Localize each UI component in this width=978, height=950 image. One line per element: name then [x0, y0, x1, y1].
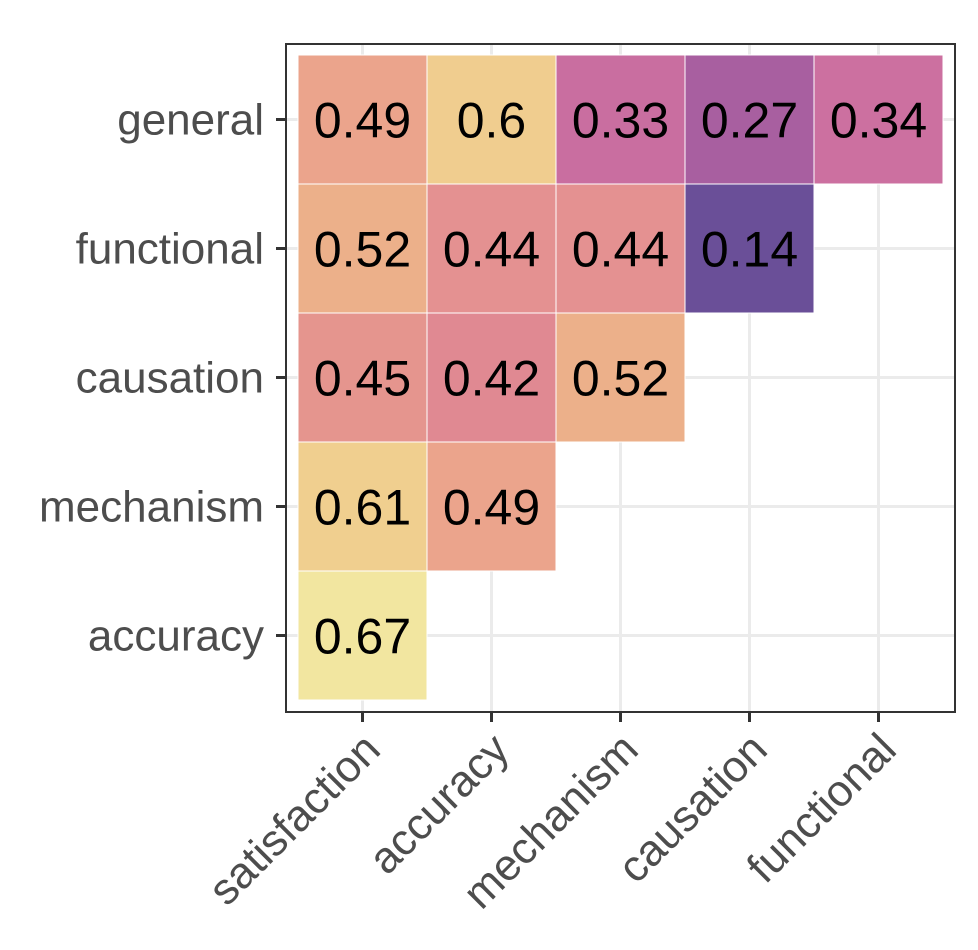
heatmap-cell: 0.44: [426, 183, 557, 314]
cell-satisfaction-functional: [297, 183, 428, 314]
heatmap-cell: 0.44: [555, 183, 686, 314]
cell-value-label: 0.49: [443, 480, 540, 536]
y-tick-label-general: general: [117, 96, 264, 145]
x-tick-label-satisfaction: satisfaction: [199, 724, 389, 914]
cell-accuracy-causation: [426, 312, 557, 443]
cell-accuracy-functional: [426, 183, 557, 314]
cell-value-label: 0.6: [457, 93, 527, 149]
heatmap-cell: 0.45: [297, 312, 428, 443]
heatmap-cell: 0.34: [813, 54, 944, 185]
x-axis: satisfactionaccuracymechanismcausationfu…: [199, 712, 906, 918]
cell-value-label: 0.49: [314, 93, 411, 149]
y-tick-label-functional: functional: [76, 225, 264, 274]
heatmap-cell: 0.14: [684, 183, 815, 314]
heatmap-cell: 0.49: [297, 54, 428, 185]
cell-value-label: 0.34: [830, 93, 927, 149]
cell-satisfaction-general: [297, 54, 428, 185]
cell-satisfaction-mechanism: [297, 441, 428, 572]
heatmap-cell: 0.61: [297, 441, 428, 572]
cell-value-label: 0.45: [314, 351, 411, 407]
cell-value-label: 0.61: [314, 480, 411, 536]
cell-value-label: 0.44: [443, 222, 540, 278]
heatmap-cell: 0.49: [426, 441, 557, 572]
heatmap-cell: 0.27: [684, 54, 815, 185]
y-tick-label-causation: causation: [76, 354, 264, 403]
cell-value-label: 0.52: [314, 222, 411, 278]
y-tick-label-mechanism: mechanism: [39, 483, 264, 532]
cell-causation-functional: [684, 183, 815, 314]
heatmap-cell: 0.67: [297, 570, 428, 701]
cell-value-label: 0.27: [701, 93, 798, 149]
cell-value-label: 0.42: [443, 351, 540, 407]
cell-functional-general: [813, 54, 944, 185]
cell-value-label: 0.44: [572, 222, 669, 278]
cell-mechanism-functional: [555, 183, 686, 314]
cell-accuracy-mechanism: [426, 441, 557, 572]
cell-causation-general: [684, 54, 815, 185]
heatmap-cell: 0.42: [426, 312, 557, 443]
y-axis: accuracy mechanism causation functional gene…: [39, 96, 286, 661]
cell-value-label: 0.33: [572, 93, 669, 149]
cell-accuracy-general: [426, 54, 557, 185]
heatmap-cell: 0.52: [555, 312, 686, 443]
cell-mechanism-general: [555, 54, 686, 185]
y-tick-label-accuracy: accuracy: [88, 612, 264, 661]
heatmap-cell: 0.6: [426, 54, 557, 185]
heatmap-cell: 0.52: [297, 183, 428, 314]
cell-value-label: 0.14: [701, 222, 798, 278]
cell-value-label: 0.52: [572, 351, 669, 407]
heatmap-cell: 0.33: [555, 54, 686, 185]
heatmap-cells: 0.67 0.61 0.49 0.45 0.42 0.52 0.52 0.44 0.44 0.14…: [297, 54, 944, 701]
cell-value-label: 0.67: [314, 609, 411, 665]
cell-satisfaction-causation: [297, 312, 428, 443]
